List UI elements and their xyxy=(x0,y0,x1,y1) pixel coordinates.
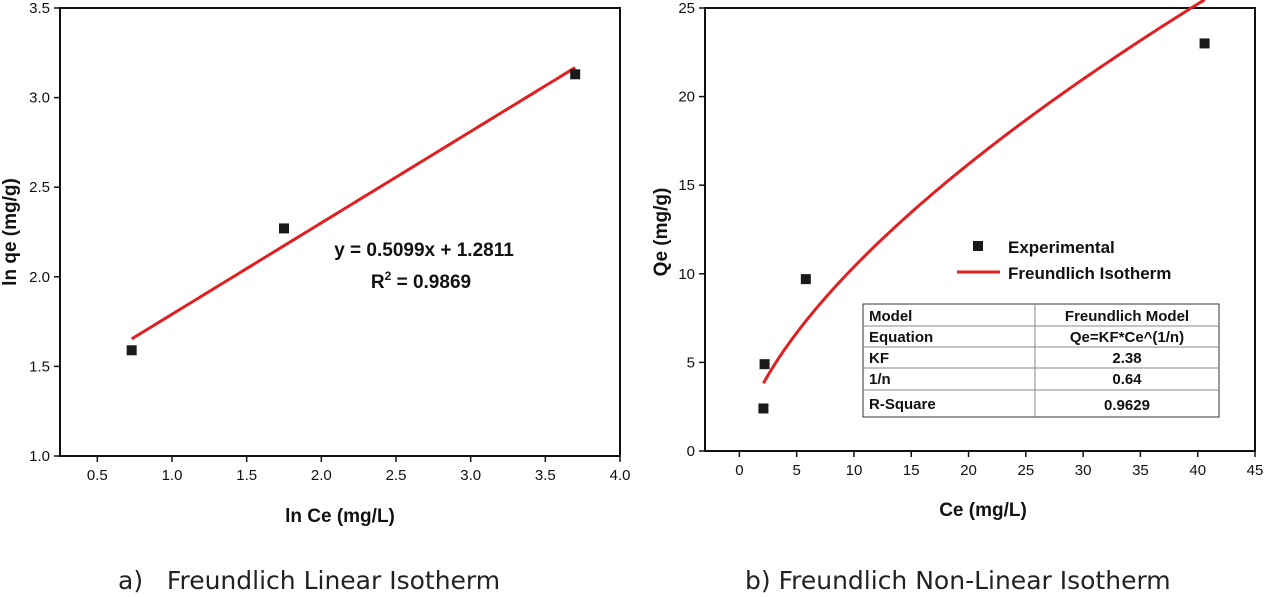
y-tick-label: 20 xyxy=(678,89,695,106)
y-tick-label: 25 xyxy=(678,0,695,17)
x-tick-label: 1.0 xyxy=(162,467,183,484)
y-tick-label: 5 xyxy=(687,354,695,371)
x-tick-label: 1.5 xyxy=(236,467,257,484)
y-tick-label: 2.0 xyxy=(29,269,50,286)
table-cell-equation-value: Qe=KF*Ce^(1/n) xyxy=(1070,329,1184,346)
y-axis-title: Qe (mg/g) xyxy=(651,188,672,277)
r-squared-value: = 0.9869 xyxy=(391,272,471,293)
x-tick-label: 45 xyxy=(1247,462,1264,479)
data-point xyxy=(279,223,289,234)
x-axis-title: Ce (mg/L) xyxy=(939,500,1027,521)
x-tick-label: 30 xyxy=(1075,462,1092,479)
legend-label-experimental: Experimental xyxy=(1008,238,1115,257)
x-tick-label: 40 xyxy=(1189,462,1206,479)
x-tick-label: 10 xyxy=(846,462,863,479)
y-tick-label: 1.0 xyxy=(29,448,50,465)
data-points xyxy=(126,69,581,356)
table-header-value: Freundlich Model xyxy=(1065,308,1189,325)
x-tick-label: 4.0 xyxy=(610,467,631,484)
table-cell-n-value: 0.64 xyxy=(1112,371,1142,388)
table-cell-equation-label: Equation xyxy=(869,329,933,346)
x-tick-label: 25 xyxy=(1017,462,1034,479)
r-squared-prefix: R xyxy=(371,272,385,293)
x-tick-label: 2.0 xyxy=(311,467,332,484)
fit-line xyxy=(130,66,576,341)
y-tick-label: 3.0 xyxy=(29,90,50,107)
y-tick-label: 15 xyxy=(678,177,695,194)
fit-curve-group xyxy=(762,0,1206,384)
linear-isotherm-chart: 0.5 1.0 1.5 2.0 2.5 3.0 3.5 4.0 1.0 1.5 2.0 2.5 3.0 3… xyxy=(0,0,630,527)
caption-linear: a) Freundlich Linear Isotherm xyxy=(118,566,500,595)
x-tick-label: 15 xyxy=(903,462,920,479)
plot-frame xyxy=(704,7,1256,452)
legend-marker-experimental xyxy=(973,241,983,251)
data-point xyxy=(758,403,769,414)
fit-line xyxy=(762,0,1206,384)
data-points xyxy=(758,38,1210,414)
y-tick-label: 0 xyxy=(687,443,695,460)
regression-equation: y = 0.5099x + 1.2811 xyxy=(334,240,514,261)
nonlinear-isotherm-chart: 0 5 10 15 20 25 30 35 40 45 0 5 10 15 20 25 Ce (mg/L) Q… xyxy=(651,0,1263,521)
x-tick-label: 0 xyxy=(735,462,743,479)
y-axis-title: ln qe (mg/g) xyxy=(0,178,21,286)
y-tick-label: 2.5 xyxy=(29,179,50,196)
table-cell-kf-label: KF xyxy=(869,350,889,367)
data-point xyxy=(800,274,811,285)
legend: Experimental Freundlich Isotherm xyxy=(957,238,1171,283)
x-tick-label: 5 xyxy=(792,462,800,479)
x-tick-label: 0.5 xyxy=(87,467,108,484)
fit-line-group xyxy=(130,66,576,341)
x-tick-label: 3.5 xyxy=(535,467,556,484)
table-border xyxy=(862,303,1220,418)
x-tick-label: 3.0 xyxy=(460,467,481,484)
data-point xyxy=(1199,38,1210,49)
caption-nonlinear: b) Freundlich Non-Linear Isotherm xyxy=(745,566,1171,595)
x-tick-label: 35 xyxy=(1132,462,1149,479)
table-cell-kf-value: 2.38 xyxy=(1112,350,1141,367)
x-tick-label: 2.5 xyxy=(386,467,407,484)
table-cell-rsquare-value: 0.9629 xyxy=(1104,397,1150,414)
table-cell-n-label: 1/n xyxy=(869,371,891,388)
data-point xyxy=(570,69,581,80)
data-point xyxy=(126,345,137,356)
y-tick-label: 10 xyxy=(678,266,695,283)
parameter-table: Model Freundlich Model Equation Qe=KF*Ce… xyxy=(862,303,1220,418)
x-axis-title: ln Ce (mg/L) xyxy=(285,506,395,527)
x-tick-label: 20 xyxy=(960,462,977,479)
legend-label-fit: Freundlich Isotherm xyxy=(1008,264,1171,283)
axis-ticks: 0.5 1.0 1.5 2.0 2.5 3.0 3.5 4.0 1.0 1.5 2.0 2.5 3.0 3… xyxy=(29,0,630,484)
plot-frame xyxy=(59,7,621,457)
table-cell-rsquare-label: R-Square xyxy=(869,396,936,413)
r-squared-label: R2 = 0.9869 xyxy=(371,269,471,293)
y-tick-label: 3.5 xyxy=(29,0,50,17)
data-point xyxy=(759,359,770,370)
table-header-model: Model xyxy=(869,308,912,325)
axis-ticks: 0 5 10 15 20 25 30 35 40 45 0 5 10 15 20 25 xyxy=(678,0,1263,479)
y-tick-label: 1.5 xyxy=(29,358,50,375)
r-squared-superscript: 2 xyxy=(385,269,392,283)
